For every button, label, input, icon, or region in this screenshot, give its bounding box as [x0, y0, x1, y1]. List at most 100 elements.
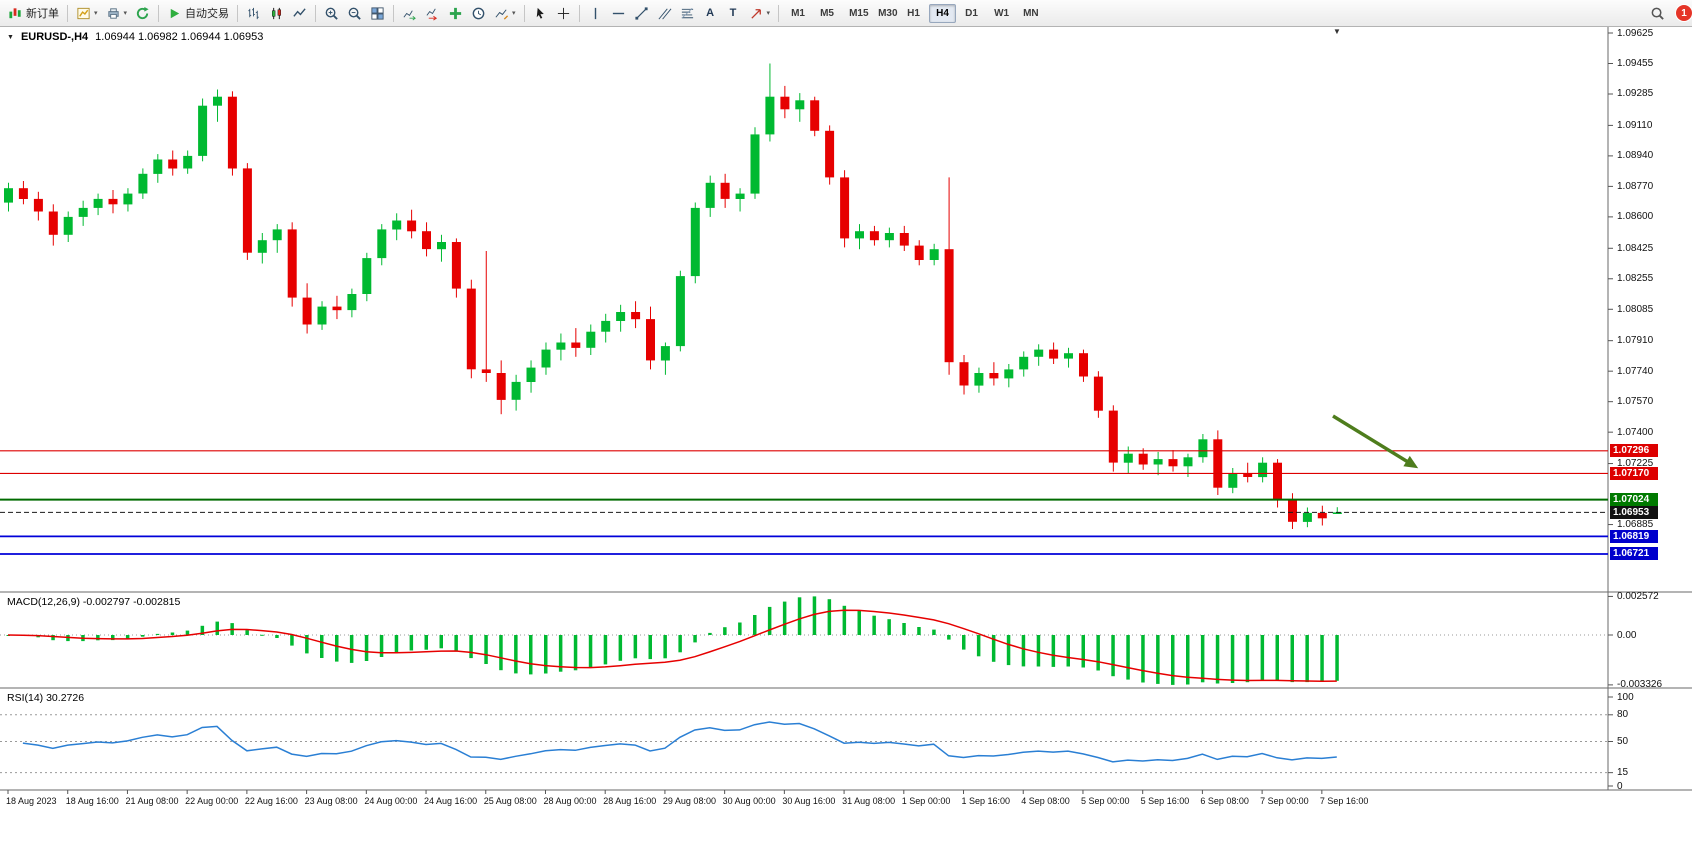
zoom-out-button[interactable] [343, 3, 366, 24]
candle-body [541, 349, 551, 368]
macd-histogram-bar [991, 635, 996, 662]
text-label-tool-button[interactable]: T [722, 3, 745, 24]
chart-shift-marker-icon[interactable]: ▼ [1333, 27, 1341, 36]
rsi-tick-label: 80 [1617, 709, 1629, 721]
timeframe-m15-button[interactable]: M15 [842, 4, 869, 23]
candle-body [422, 231, 431, 250]
channel-tool-button[interactable] [653, 3, 676, 24]
candle-body [168, 159, 178, 169]
cursor-tool-button[interactable] [529, 3, 552, 24]
new-order-button[interactable]: 新订单 [4, 3, 63, 24]
text-tool-button[interactable]: A [699, 3, 722, 24]
arrows-tool-button[interactable]: ▾ [745, 3, 775, 24]
line-chart-mode-button[interactable] [288, 3, 311, 24]
candle-body [660, 346, 670, 361]
bar-chart-mode-button[interactable] [242, 3, 265, 24]
toolbar-right-group: 1 [1646, 3, 1692, 24]
zoom-in-icon [325, 7, 338, 20]
price-tick-label: 1.08770 [1617, 180, 1654, 192]
price-tick-label: 1.08600 [1617, 211, 1654, 223]
macd-tick-label: 0.002572 [1617, 590, 1659, 602]
time-axis-label: 18 Aug 2023 [6, 796, 57, 806]
trendline-tool-button[interactable] [630, 3, 653, 24]
macd-histogram-bar [1245, 635, 1250, 683]
candle-body [4, 188, 13, 203]
time-axis-label: 18 Aug 16:00 [65, 796, 119, 806]
timeframe-h1-button[interactable]: H1 [900, 4, 927, 23]
toolbar-separator [393, 4, 395, 22]
crosshair-icon [557, 7, 569, 19]
trendline-icon [634, 6, 648, 20]
tile-windows-button[interactable] [366, 3, 389, 24]
one-click-trading-toggle-icon[interactable]: ▼ [7, 33, 14, 41]
fibonacci-tool-button[interactable] [676, 3, 699, 24]
candle-body [989, 373, 999, 379]
search-button[interactable] [1646, 3, 1669, 24]
horizontal-line-tool-button[interactable] [607, 3, 630, 24]
profiles-button[interactable]: ▾ [102, 3, 132, 24]
periods-button[interactable] [467, 3, 490, 24]
candlestick-mode-button[interactable] [265, 3, 288, 24]
time-axis-label: 29 Aug 08:00 [662, 796, 716, 806]
macd-histogram-bar [1215, 635, 1220, 684]
toolbar-separator [67, 4, 68, 22]
auto-scroll-button[interactable] [398, 3, 421, 24]
macd-histogram-bar [723, 627, 727, 635]
channel-icon [658, 8, 671, 19]
macd-histogram-bar [51, 635, 55, 641]
macd-histogram-bar [678, 635, 682, 653]
timeframe-m30-button[interactable]: M30 [871, 4, 898, 23]
timeframe-d1-button[interactable]: D1 [958, 4, 985, 23]
candle-body [1183, 457, 1193, 467]
new-chart-button[interactable]: ▾ [72, 3, 102, 24]
macd-histogram-bar [544, 635, 548, 674]
refresh-button[interactable] [131, 3, 154, 24]
timeframe-m5-button[interactable]: M5 [813, 4, 840, 23]
candle-body [869, 231, 879, 241]
candle-body [123, 193, 133, 205]
candle-body [571, 342, 581, 348]
chart-title: ▼ EURUSD-,H4 1.06944 1.06982 1.06944 1.0… [7, 31, 263, 43]
macd-histogram-bar [1305, 635, 1309, 683]
candle-body [1034, 349, 1044, 357]
macd-histogram-bar [648, 635, 652, 660]
timeframe-w1-button[interactable]: W1 [987, 4, 1014, 23]
timeframe-h4-button[interactable]: H4 [929, 4, 957, 23]
time-axis-label: 5 Sep 16:00 [1140, 796, 1190, 806]
crosshair-tool-button[interactable] [552, 3, 575, 24]
time-axis-label: 31 Aug 08:00 [842, 796, 896, 806]
macd-histogram-bar [1036, 635, 1041, 667]
candle-body [1243, 473, 1253, 477]
notification-badge[interactable]: 1 [1676, 5, 1692, 21]
time-axis-label: 24 Aug 00:00 [364, 796, 418, 806]
timeframe-mn-button[interactable]: MN [1016, 4, 1043, 23]
macd-histogram-bar [409, 635, 414, 651]
dropdown-caret-icon: ▾ [512, 10, 516, 17]
macd-histogram-bar [708, 632, 712, 635]
search-icon [1651, 7, 1664, 20]
candle-body [18, 188, 28, 199]
new-order-label: 新订单 [26, 8, 59, 20]
indicators-button[interactable] [444, 3, 467, 24]
templates-button[interactable]: ▾ [490, 3, 520, 24]
candle-body [1198, 439, 1208, 458]
macd-histogram-bar [379, 635, 384, 657]
autotrading-button[interactable]: 自动交易 [163, 3, 233, 24]
macd-histogram-bar [962, 635, 966, 650]
macd-histogram-bar [125, 635, 130, 639]
candle-body [407, 220, 417, 232]
chart-shift-button[interactable] [421, 3, 444, 24]
timeframe-m1-button[interactable]: M1 [784, 4, 811, 23]
macd-histogram-bar [633, 635, 638, 659]
macd-histogram-bar [1021, 635, 1026, 667]
time-axis-label: 28 Aug 16:00 [603, 796, 657, 806]
candle-body [914, 245, 924, 260]
candle-body [437, 242, 446, 250]
vertical-line-tool-button[interactable] [584, 3, 607, 24]
macd-histogram-bar [424, 635, 428, 650]
trend-arrow-annotation[interactable] [1332, 414, 1409, 464]
zoom-in-button[interactable] [320, 3, 343, 24]
